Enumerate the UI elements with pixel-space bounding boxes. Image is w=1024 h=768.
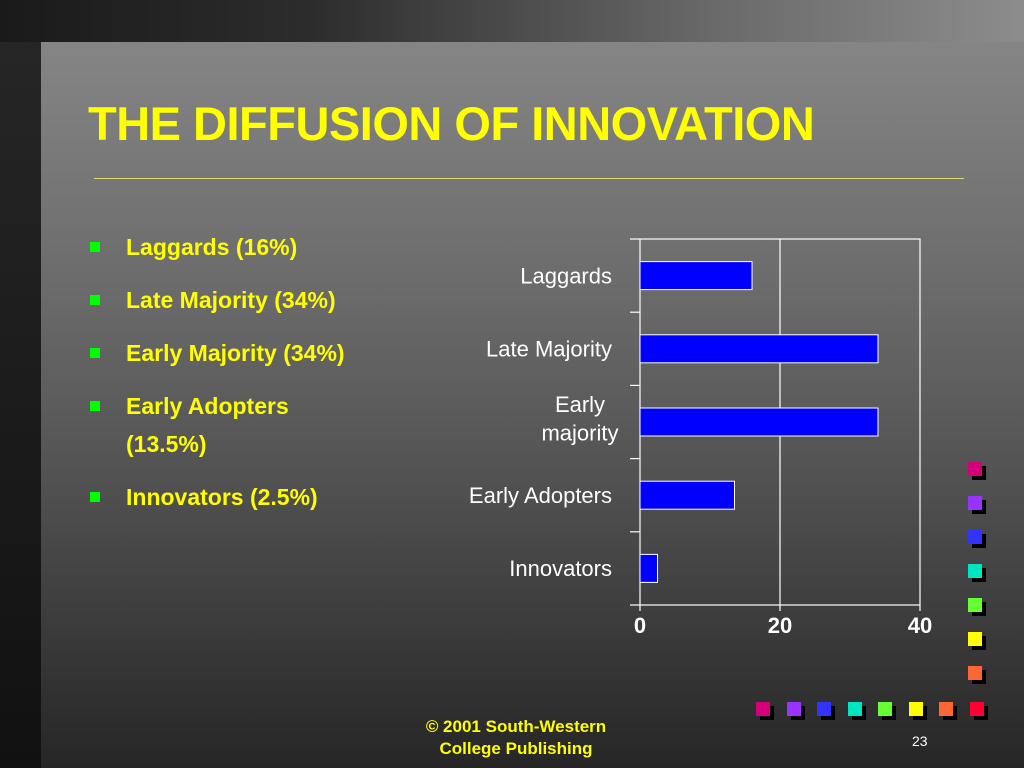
decorative-square	[968, 496, 986, 514]
bar	[639, 553, 658, 583]
bullet-square-icon	[90, 401, 100, 411]
bar	[639, 334, 879, 364]
square-face	[968, 632, 982, 646]
square-face	[969, 702, 984, 716]
slide-title: THE DIFFUSION OF INNOVATION	[88, 97, 815, 150]
square-face	[968, 598, 982, 612]
decorative-square	[756, 702, 774, 720]
decorative-square	[968, 462, 986, 480]
bullet-item: Early Adopters (13.5%)	[86, 387, 386, 463]
square-face	[968, 666, 982, 680]
slide-panel	[41, 42, 1024, 768]
bullet-text: Innovators (2.5%)	[126, 484, 318, 510]
bullet-item: Late Majority (34%)	[86, 281, 386, 319]
square-face	[939, 702, 953, 716]
category-label: Laggards	[520, 263, 612, 288]
bullet-text: Early Majority (34%)	[126, 340, 345, 366]
square-face	[968, 530, 982, 544]
square-face	[968, 462, 982, 476]
decorative-square	[908, 702, 927, 720]
bullet-list: Laggards (16%) Late Majority (34%) Early…	[86, 228, 386, 531]
category-label: Late Majority	[486, 337, 612, 362]
square-face	[756, 702, 770, 716]
category-label: Early Adopters	[469, 483, 612, 508]
x-tick-label: 0	[634, 613, 646, 638]
bullet-text: Early Adopters (13.5%)	[126, 393, 289, 457]
footer-line-2: College Publishing	[439, 739, 593, 758]
square-face	[878, 702, 892, 716]
title-divider	[94, 178, 964, 179]
square-face	[968, 564, 982, 578]
decorative-square	[847, 702, 866, 720]
decorative-square	[968, 564, 986, 582]
footer-line-1: © 2001 South-Western	[425, 717, 607, 736]
decorative-square	[817, 702, 835, 720]
x-tick-label: 40	[908, 613, 932, 638]
category-label: Early majority	[541, 392, 618, 446]
bullet-square-icon	[90, 492, 100, 502]
bullet-item: Laggards (16%)	[86, 228, 386, 266]
bullet-item: Early Majority (34%)	[86, 334, 386, 372]
bullet-square-icon	[90, 295, 100, 305]
footer-copyright: © 2001 South-Western College Publishing	[400, 716, 632, 760]
square-face	[968, 496, 982, 510]
square-face	[908, 702, 923, 716]
decorative-square	[786, 702, 805, 720]
bullet-square-icon	[90, 242, 100, 252]
decorative-square	[939, 702, 957, 720]
decorative-square	[968, 598, 986, 616]
left-band	[0, 42, 41, 768]
decorative-square	[968, 666, 986, 684]
page-number: 23	[912, 733, 928, 749]
square-face	[786, 702, 801, 716]
decorative-square	[969, 702, 988, 720]
bar	[639, 261, 753, 291]
adopter-bar-chart: 0 20 40 Laggards Late Majority Early majority E…	[469, 238, 932, 638]
decorative-square	[968, 530, 986, 548]
bullet-square-icon	[90, 348, 100, 358]
x-tick-label: 20	[768, 613, 792, 638]
square-face	[847, 702, 862, 716]
bar	[639, 480, 735, 510]
bullet-text: Late Majority (34%)	[126, 287, 336, 313]
bullet-item: Innovators (2.5%)	[86, 478, 386, 516]
top-band	[0, 0, 1024, 42]
decorative-square	[968, 632, 986, 650]
category-label: Innovators	[509, 556, 612, 581]
bullet-text: Laggards (16%)	[126, 234, 298, 260]
square-face	[817, 702, 831, 716]
bar	[639, 407, 879, 437]
decorative-square	[878, 702, 896, 720]
